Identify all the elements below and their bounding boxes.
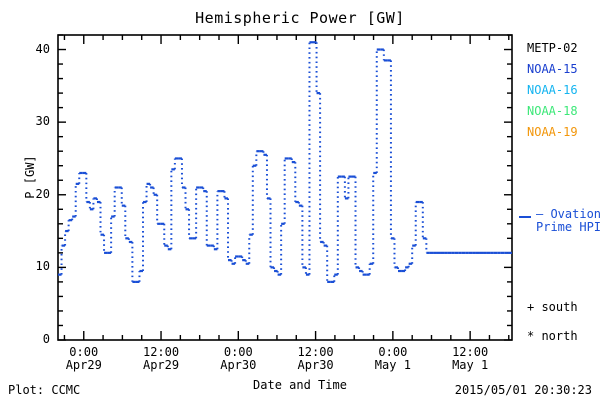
axis-ticks [58,34,512,341]
y-tick-label: 20 [35,186,50,201]
x-tick-label: 12:00 Apr29 [142,345,180,372]
legend-item-noaa-19[interactable]: NOAA-19 [527,125,578,139]
ovation-line-swatch [519,216,531,218]
x-tick-label: 12:00 May 1 [452,345,489,372]
x-tick-label: 0:00 Apr30 [220,345,257,372]
page-title: Hemispheric Power [GW] [195,9,405,27]
legend-item-noaa-16[interactable]: NOAA-16 [527,83,578,97]
plot-timestamp: 2015/05/01 20:30:23 [454,383,592,397]
ovation-label-line1: — Ovation [536,207,600,221]
y-tick-label: 40 [35,41,50,56]
plot-frame [57,34,513,341]
legend-item-noaa-18[interactable]: NOAA-18 [527,104,578,118]
x-tick-label: 12:00 Apr30 [297,345,334,372]
y-tick-label: 30 [35,114,50,129]
x-tick-label: 0:00 Apr29 [65,345,102,372]
y-tick-label: 10 [35,259,50,274]
x-axis-label: Date and Time [253,378,347,392]
symbol-north-note: * north [527,329,578,343]
y-tick-label: 0 [42,332,50,346]
symbol-south-note: + south [527,300,578,314]
ovation-label-line2: Prime HPI [536,220,600,234]
axes-frame [57,34,513,341]
legend-item-noaa-15[interactable]: NOAA-15 [527,62,578,76]
plot-source: Plot: CCMC [8,383,81,397]
x-tick-label: 0:00 May 1 [374,345,411,372]
ovation-legend-note: — Ovation Prime HPI [536,208,600,234]
y-axis-label: P [GW] [23,155,37,199]
legend-item-metp-02[interactable]: METP-02 [527,41,578,55]
data-series [58,41,512,284]
